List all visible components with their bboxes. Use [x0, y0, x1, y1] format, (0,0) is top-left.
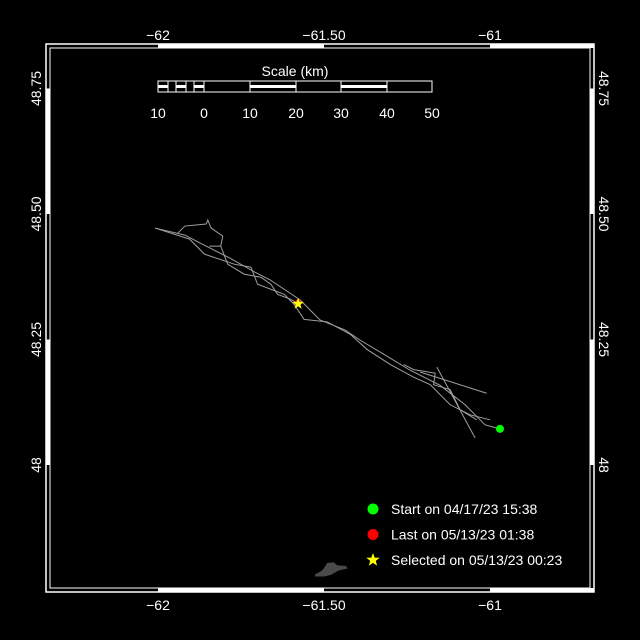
- lon-tick-label-top: −61.50: [302, 27, 345, 43]
- lat-tick-label-right: 48: [596, 457, 612, 473]
- frame-band: [158, 44, 324, 48]
- land-mass: [315, 562, 348, 577]
- lon-tick-label-top: −62: [146, 27, 170, 43]
- scale-segment-fill: [341, 85, 387, 88]
- scale-segment-fill: [194, 85, 204, 88]
- frame-band: [46, 339, 50, 465]
- start-marker: [495, 424, 504, 433]
- scale-label: 30: [333, 105, 349, 121]
- frame-band: [490, 588, 594, 592]
- scale-segment-fill: [250, 85, 296, 88]
- track-line: [420, 371, 487, 394]
- track-line: [177, 218, 224, 247]
- scale-title: Scale (km): [262, 63, 329, 79]
- frame-band: [158, 588, 324, 592]
- frame-band: [590, 339, 594, 465]
- scale-label: 10: [150, 105, 166, 121]
- legend-label: Selected on 05/13/23 00:23: [391, 552, 562, 568]
- lat-tick-label-left: 48.75: [28, 71, 44, 106]
- lat-tick-label-left: 48.50: [28, 196, 44, 231]
- track-markers: [292, 297, 504, 433]
- lat-tick-label-right: 48.75: [596, 71, 612, 106]
- frame-band: [490, 44, 594, 48]
- scale-bar: Scale (km) 10 0 10 20 30 40 50: [150, 63, 440, 121]
- lat-tick-label-right: 48.50: [596, 196, 612, 231]
- lon-tick-label-bottom: −61.50: [302, 597, 345, 613]
- track-line: [154, 227, 491, 421]
- scale-label: 10: [242, 105, 258, 121]
- lat-tick-label-left: 48.25: [28, 322, 44, 357]
- land-polygon: [315, 562, 348, 577]
- lon-tick-label-bottom: −61: [478, 597, 502, 613]
- scale-label: 0: [200, 105, 208, 121]
- map-frame: [45, 43, 595, 593]
- track-line: [220, 245, 299, 305]
- frame-band: [46, 88, 50, 214]
- track-line: [154, 227, 501, 430]
- lat-tick-label-right: 48.25: [596, 322, 612, 357]
- scale-segment-fill: [176, 85, 186, 88]
- track-line: [403, 364, 477, 421]
- lon-tick-label-top: −61: [478, 27, 502, 43]
- track-lines: [154, 218, 501, 439]
- scale-label: 50: [424, 105, 440, 121]
- axis-labels: −62 −62 −61.50 −61.50 −61 −61 48.75 48.75 48.50 4…: [28, 27, 612, 613]
- legend-label: Last on 05/13/23 01:38: [391, 527, 534, 543]
- frame-band: [590, 88, 594, 214]
- scale-segment-fill: [158, 85, 168, 88]
- legend: Start on 04/17/23 15:38 Last on 05/13/23 …: [366, 501, 562, 568]
- lon-tick-label-bottom: −62: [146, 597, 170, 613]
- lat-tick-label-left: 48: [28, 457, 44, 473]
- legend-label: Start on 04/17/23 15:38: [391, 501, 538, 517]
- legend-star-icon: [366, 553, 380, 566]
- scale-label: 40: [379, 105, 395, 121]
- legend-circle-icon: [367, 503, 379, 515]
- scale-label: 20: [288, 105, 304, 121]
- legend-circle-icon: [367, 529, 379, 540]
- selected-star-marker: [292, 297, 304, 309]
